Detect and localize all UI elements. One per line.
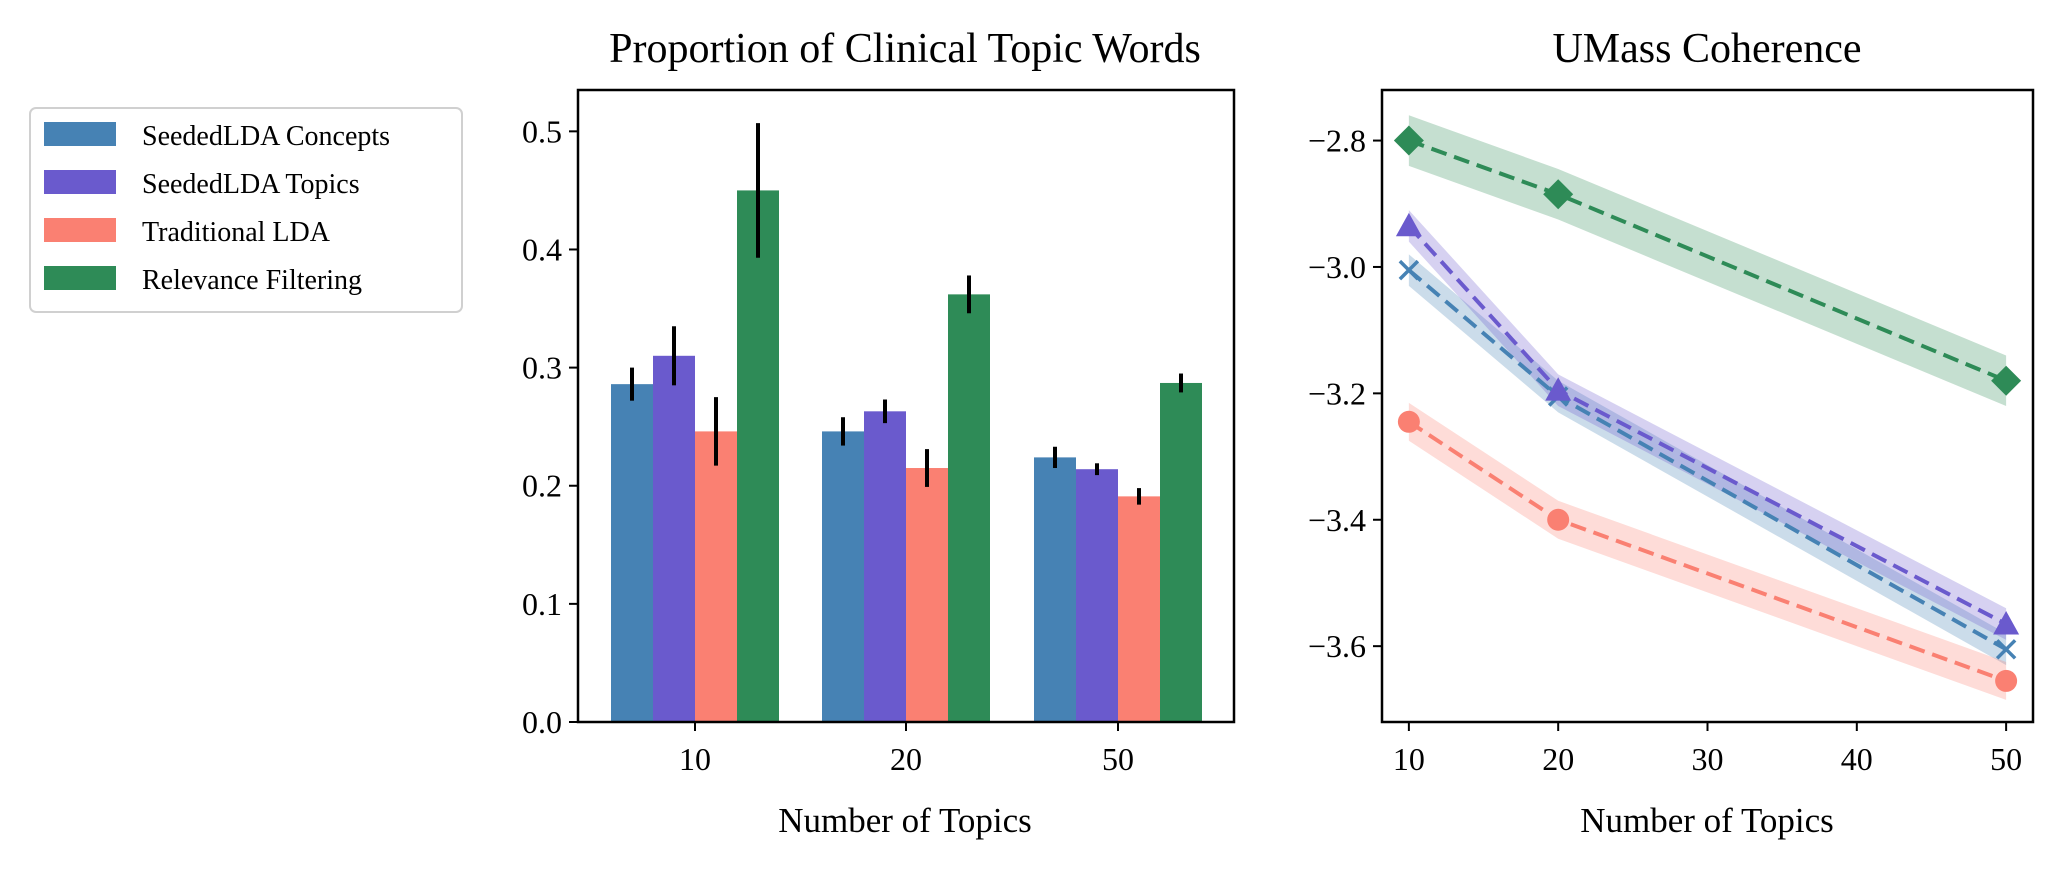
x-tick-label-1: 20 — [1542, 741, 1574, 777]
point-2-2 — [1995, 669, 2018, 692]
bar-3-1 — [948, 294, 990, 722]
bar-3-2 — [1160, 382, 1202, 722]
point-0-2 — [1995, 639, 2017, 660]
bar-chart-xlabel: Number of Topics — [778, 801, 1032, 840]
x-tick-label-2: 30 — [1692, 741, 1724, 777]
point-3-0 — [1393, 125, 1424, 156]
bar-chart-title: Proportion of Clinical Topic Words — [609, 26, 1201, 72]
bar-2-0 — [695, 431, 737, 722]
point-1-1 — [1545, 377, 1572, 401]
legend-label-3: Relevance Filtering — [142, 265, 362, 296]
y-tick-label-3: 0.3 — [522, 350, 562, 386]
bar-1-0 — [653, 355, 695, 722]
legend-label-1: SeededLDA Topics — [142, 169, 360, 200]
bar-1-2 — [1076, 469, 1118, 722]
line-chart-title: UMass Coherence — [1552, 26, 1861, 72]
bar-3-0 — [737, 190, 779, 723]
line-chart-marks — [1393, 115, 2022, 700]
legend-swatch-0 — [44, 122, 116, 146]
line-chart-xlabel: Number of Topics — [1580, 801, 1834, 840]
bar-1-1 — [864, 411, 906, 722]
legend-item-3: Relevance Filtering — [44, 265, 362, 296]
band-2 — [1408, 402, 2007, 700]
point-1-0 — [1395, 212, 1422, 237]
bar-0-2 — [1034, 457, 1076, 722]
legend-label-0: SeededLDA Concepts — [142, 121, 390, 152]
point-0-0 — [1398, 259, 1420, 281]
x-tick-label-2: 50 — [1102, 741, 1134, 777]
y-tick-label-0: 0.0 — [522, 704, 562, 740]
y-tick-label-3: −3.4 — [1308, 502, 1366, 538]
y-tick-label-4: −3.6 — [1308, 628, 1366, 664]
line-chart-axes: −2.8 −3.0 −3.2 −3.4 −3.6 10 20 30 40 50 — [1308, 123, 2022, 777]
band-3 — [1408, 115, 2007, 406]
legend-frame — [29, 107, 463, 313]
bar-0-0 — [611, 384, 653, 722]
bar-chart-marks — [611, 123, 1202, 723]
bar-chart: Proportion of Clinical Topic Words 0.00.… — [522, 26, 1236, 840]
x-tick-label-4: 50 — [1990, 741, 2022, 777]
legend-swatch-2 — [44, 218, 116, 242]
point-2-0 — [1397, 410, 1420, 433]
y-tick-label-0: −2.8 — [1308, 123, 1366, 159]
legend-item-0: SeededLDA Concepts — [44, 121, 390, 152]
bar-chart-axes: 0.0 0.1 0.2 0.3 0.4 0.5 10 20 50 — [522, 113, 1134, 777]
legend-item-2: Traditional LDA — [44, 217, 331, 248]
x-tick-label-3: 40 — [1841, 741, 1873, 777]
point-2-1 — [1547, 508, 1570, 531]
line-chart: UMass Coherence −2.8 −3.0 −3.2 −3.4 −3.6 10 20… — [1308, 26, 2035, 840]
legend-item-1: SeededLDA Topics — [44, 169, 360, 200]
bar-2-1 — [906, 468, 948, 722]
point-3-1 — [1543, 179, 1574, 210]
legend: SeededLDA Concepts SeededLDA Topics Trad… — [29, 107, 463, 313]
bar-0-1 — [822, 431, 864, 722]
band-1 — [1408, 210, 2007, 640]
x-tick-label-0: 10 — [1393, 741, 1425, 777]
point-1-2 — [1993, 611, 2020, 635]
point-3-2 — [1991, 365, 2022, 396]
y-tick-label-1: 0.1 — [522, 586, 562, 622]
y-tick-label-4: 0.4 — [522, 231, 562, 267]
legend-label-2: Traditional LDA — [142, 217, 331, 248]
x-tick-label-1: 20 — [890, 741, 922, 777]
x-tick-label-0: 10 — [679, 741, 711, 777]
y-tick-label-1: −3.0 — [1308, 249, 1366, 285]
y-tick-label-5: 0.5 — [522, 113, 562, 149]
bar-2-2 — [1118, 496, 1160, 722]
legend-swatch-1 — [44, 170, 116, 194]
band-0 — [1408, 254, 2007, 666]
y-tick-label-2: 0.2 — [522, 468, 562, 504]
y-tick-label-2: −3.2 — [1308, 375, 1366, 411]
legend-swatch-3 — [44, 266, 116, 290]
